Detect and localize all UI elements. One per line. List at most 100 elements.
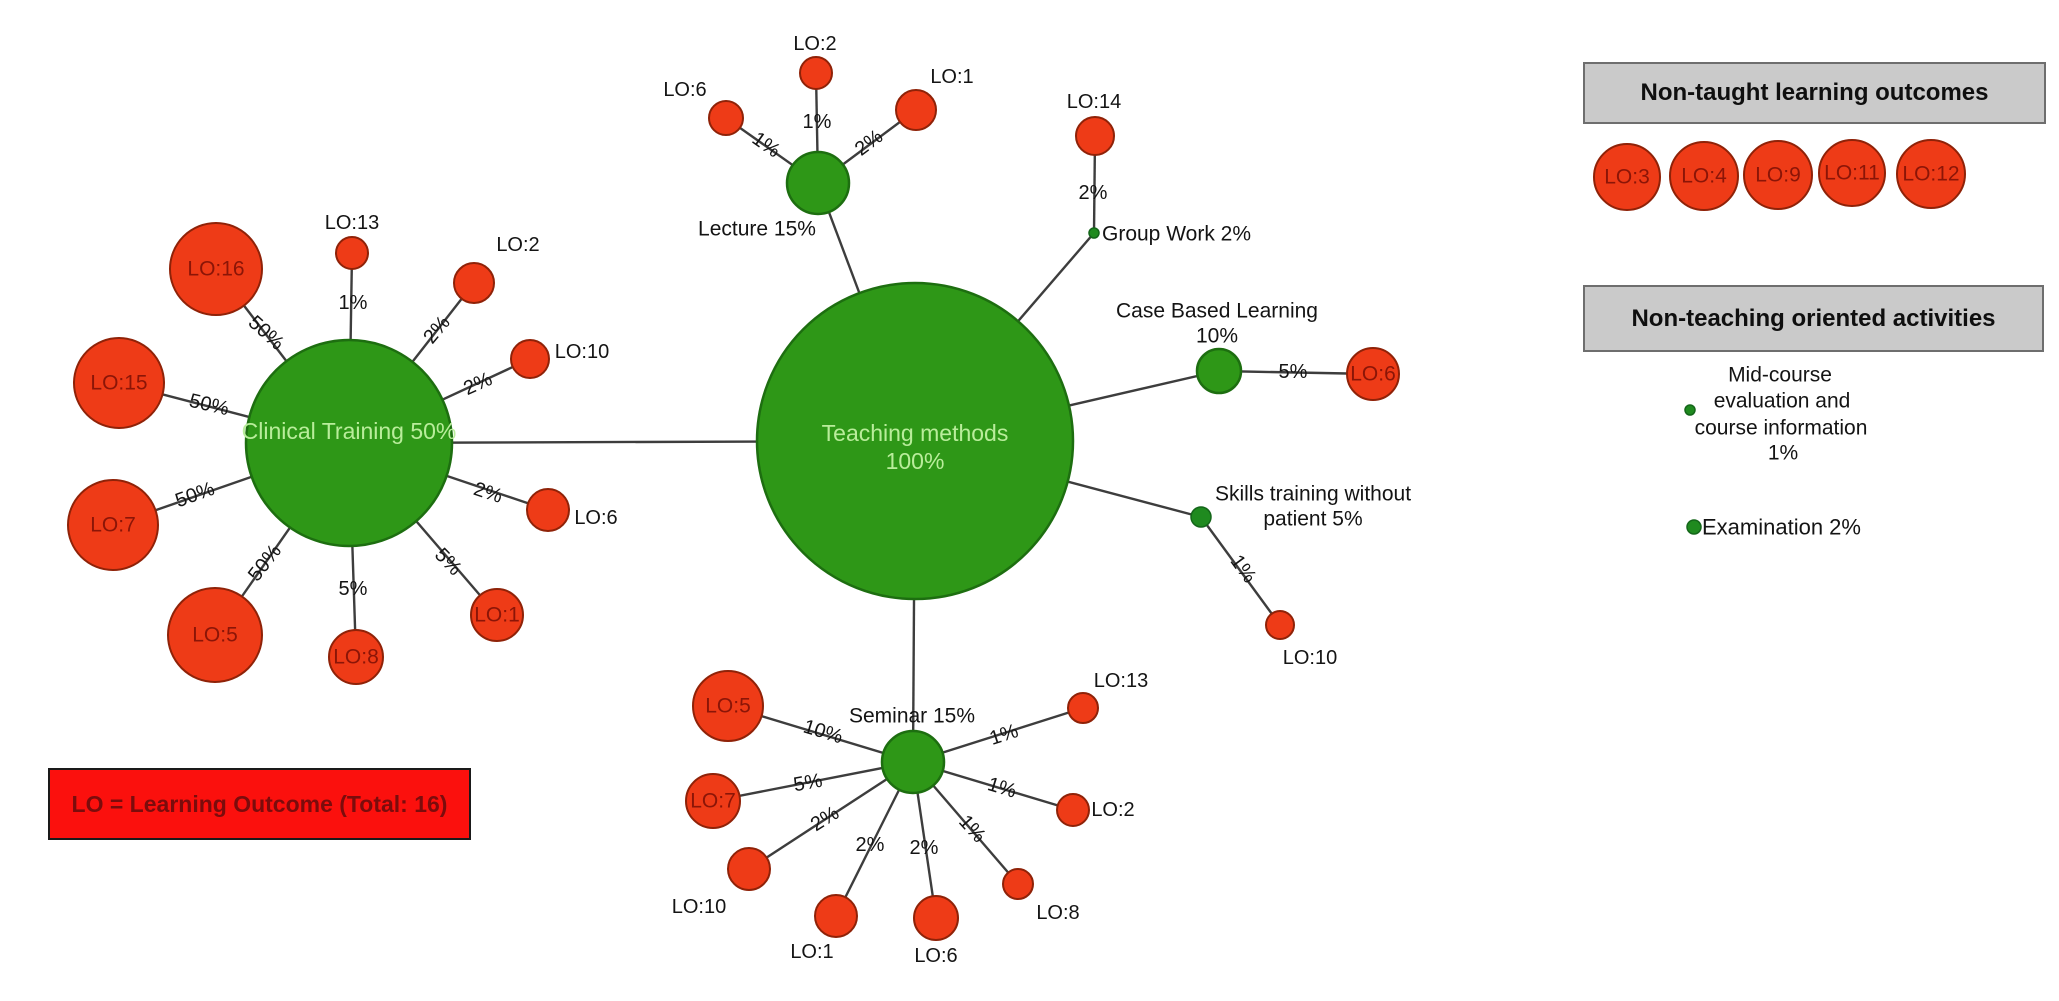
- midcourse-label-line4: 1%: [1768, 442, 1798, 465]
- edge-label-5-50%: 50%: [172, 478, 217, 512]
- edge-label-23-1%: 1%: [987, 720, 1021, 750]
- edge-label-16-10%: 10%: [801, 716, 846, 749]
- non-teaching-title: Non-teaching oriented activities: [1631, 304, 1996, 332]
- node-label-lo10-seminar: LO:10: [672, 896, 726, 918]
- node-seminar: [880, 729, 946, 795]
- midcourse-label-line3: course information: [1695, 417, 1868, 440]
- node-text-lo7-seminar: LO:7: [690, 790, 736, 813]
- node-text-lo9-legend: LO:9: [1755, 164, 1801, 187]
- non-teaching-header: Non-teaching oriented activities: [1583, 285, 2044, 352]
- legend-note-text: LO = Learning Outcome (Total: 16): [71, 790, 448, 817]
- node-skills: [1190, 506, 1212, 528]
- node-text-teaching-0: Teaching methods: [822, 420, 1009, 446]
- edge-label-2-2%: 2%: [419, 312, 455, 348]
- edge-lo10-seminar-seminar: [748, 760, 914, 871]
- seminar-label: Seminar 15%: [849, 705, 975, 728]
- edge-label-17-5%: 5%: [792, 770, 825, 797]
- node-text-lo15: LO:15: [90, 372, 147, 395]
- node-label-lo6-lecture: LO:6: [663, 79, 706, 101]
- node-label-lo2-lecture: LO:2: [793, 33, 836, 55]
- node-lo1-lecture: [895, 89, 937, 131]
- node-lo15: [73, 337, 165, 429]
- node-lo13-seminar: [1067, 692, 1099, 724]
- node-groupwork: [1088, 227, 1100, 239]
- node-label-lo6-clinical: LO:6: [574, 507, 617, 529]
- cbl-label-line2: 10%: [1196, 325, 1238, 348]
- node-cbl: [1195, 347, 1243, 395]
- node-label-lo10-skills: LO:10: [1283, 647, 1337, 669]
- midcourse-label-line1: Mid-course: [1728, 364, 1832, 387]
- non-taught-header: Non-taught learning outcomes: [1583, 62, 2046, 124]
- node-label-lo13-seminar: LO:13: [1094, 670, 1148, 692]
- node-midcourse-dot: [1684, 404, 1696, 416]
- node-lo5-clinical: [167, 587, 263, 683]
- edge-label-9-5%: 5%: [339, 578, 368, 600]
- node-text-lo16: LO:16: [187, 258, 244, 281]
- edge-label-11-1%: 1%: [803, 111, 832, 133]
- edge-label-20-2%: 2%: [910, 837, 939, 859]
- node-label-lo1-seminar: LO:1: [790, 941, 833, 963]
- node-text-lo3-legend: LO:3: [1604, 166, 1650, 189]
- edge-label-7-5%: 5%: [430, 544, 466, 580]
- non-taught-title: Non-taught learning outcomes: [1640, 79, 1989, 106]
- node-text-lo5-seminar: LO:5: [705, 695, 751, 718]
- node-lo2-seminar: [1056, 793, 1090, 827]
- node-lo6-clinical: [526, 488, 570, 532]
- cbl-label-line1: Case Based Learning: [1116, 300, 1318, 323]
- skills-label-line2: patient 5%: [1263, 508, 1362, 531]
- node-lo7-seminar: [685, 773, 741, 829]
- node-lo2-clinical: [453, 262, 495, 304]
- node-lo8-seminar: [1002, 868, 1034, 900]
- node-lo16: [169, 222, 263, 316]
- node-lo9-legend: [1743, 140, 1813, 210]
- node-text-lo8-clinical: LO:8: [333, 646, 379, 669]
- edge-label-0-50%: 50%: [244, 311, 289, 354]
- node-lo6-seminar: [913, 895, 959, 941]
- node-lo2-lecture: [799, 56, 833, 90]
- node-teaching: [755, 281, 1075, 601]
- edge-label-14-5%: 5%: [1279, 361, 1308, 383]
- node-lo14: [1075, 116, 1115, 156]
- node-label-lo10-clinical: LO:10: [555, 341, 609, 363]
- legend-note-box: LO = Learning Outcome (Total: 16): [48, 768, 471, 840]
- node-text-lo11-legend: LO:11: [1824, 162, 1880, 185]
- node-label-lo2-seminar: LO:2: [1091, 799, 1134, 821]
- edge-label-19-2%: 2%: [856, 834, 885, 856]
- node-text-teaching-1: 100%: [886, 448, 945, 474]
- node-lecture: [785, 150, 851, 216]
- node-lo11-legend: [1818, 139, 1886, 207]
- skills-label-line1: Skills training without: [1215, 483, 1411, 506]
- node-text-lo1-clinical: LO:1: [474, 604, 520, 627]
- edge-lo10-skills-skills: [1200, 516, 1281, 626]
- node-lo4-legend: [1669, 141, 1739, 211]
- edge-label-1-1%: 1%: [339, 292, 368, 314]
- node-label-lo2-clinical: LO:2: [496, 234, 539, 256]
- edge-label-13-2%: 2%: [1079, 182, 1108, 204]
- edge-label-8-50%: 50%: [244, 540, 286, 585]
- node-label-lo1-lecture: LO:1: [930, 66, 973, 88]
- node-lo13-clinical: [335, 236, 369, 270]
- examination-label: Examination 2%: [1702, 515, 1861, 540]
- node-lo1-clinical: [470, 588, 524, 642]
- midcourse-label-line2: evaluation and: [1714, 390, 1851, 413]
- edge-label-18-2%: 2%: [807, 802, 843, 836]
- edge-label-6-2%: 2%: [471, 478, 505, 508]
- node-text-lo5-clinical: LO:5: [192, 624, 238, 647]
- node-lo10-seminar: [727, 847, 771, 891]
- edge-label-3-2%: 2%: [460, 368, 496, 400]
- node-lo12-legend: [1896, 139, 1966, 209]
- groupwork-label: Group Work 2%: [1102, 223, 1251, 246]
- node-lo8-clinical: [328, 629, 384, 685]
- node-lo3-legend: [1593, 143, 1661, 211]
- node-label-lo8-seminar: LO:8: [1036, 902, 1079, 924]
- node-text-lo7-clinical: LO:7: [90, 514, 136, 537]
- node-lo10-skills: [1265, 610, 1295, 640]
- node-label-lo6-seminar: LO:6: [914, 945, 957, 967]
- node-text-lo12-legend: LO:12: [1902, 163, 1959, 186]
- node-lo7-clinical: [67, 479, 159, 571]
- edge-lo7-seminar-seminar: [712, 760, 914, 803]
- node-lo6-cbl: [1346, 347, 1400, 401]
- node-examination-dot: [1686, 519, 1702, 535]
